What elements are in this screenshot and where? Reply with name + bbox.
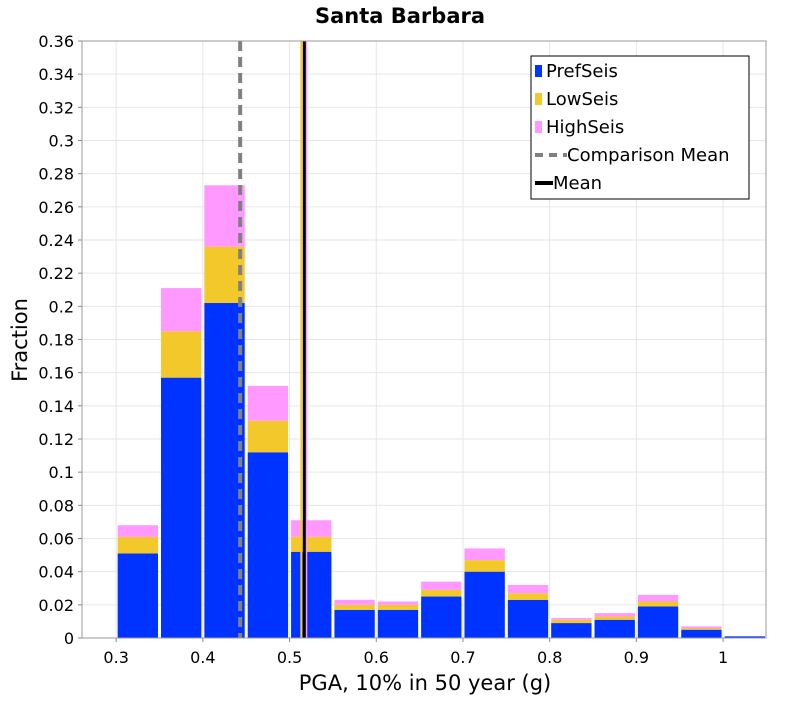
x-tick-label: 0.9 (624, 648, 649, 667)
plot-border (81, 40, 767, 639)
bar-lowseis-2 (204, 246, 245, 304)
x-axis-label: PGA, 10% in 50 year (g) (299, 671, 551, 695)
bar-highseis-2 (204, 185, 245, 247)
y-tick-label: 0.14 (38, 397, 74, 416)
bar-lowseis-5 (334, 604, 375, 610)
y-tick-label: 0.04 (38, 563, 74, 582)
bar-prefseis-1 (161, 377, 202, 638)
x-tick-label: 0.8 (537, 648, 562, 667)
legend: PrefSeis LowSeis HighSeis Comparison Mean Me… (530, 55, 750, 200)
bar-prefseis-7 (421, 596, 462, 638)
bar-highseis-12 (637, 594, 679, 602)
bar-highseis-9 (507, 584, 549, 594)
y-tick-label: 0.16 (38, 364, 74, 383)
bar-lowseis-11 (594, 616, 635, 620)
y-tick-label: 0.32 (38, 98, 74, 117)
y-tick-label: 0.3 (49, 132, 74, 151)
bar-lowseis-1 (161, 331, 202, 378)
y-tick-label: 0.06 (38, 530, 74, 549)
y-tick-label: 0.18 (38, 331, 74, 350)
bar-lowseis-13 (681, 628, 722, 630)
x-tick-label: 0.4 (190, 648, 215, 667)
x-tick-label: 0.6 (364, 648, 389, 667)
y-tick-label: 0.24 (38, 231, 74, 250)
bar-highseis-6 (377, 601, 419, 605)
legend-label-comparison-mean: Comparison Mean (567, 145, 730, 166)
y-axis-label: Fraction (8, 298, 32, 382)
x-tick-label: 0.7 (450, 648, 475, 667)
legend-label-highseis: HighSeis (546, 117, 624, 138)
y-tick-label: 0 (64, 629, 74, 648)
y-tick-label: 0.08 (38, 496, 74, 515)
bar-prefseis-11 (594, 619, 635, 638)
bar-prefseis-9 (507, 599, 549, 638)
bars-layer (117, 185, 765, 638)
bar-lowseis-0 (117, 536, 159, 554)
y-tick-label: 0.34 (38, 65, 74, 84)
x-tick-label: 0.5 (277, 648, 302, 667)
legend-swatch-highseis (535, 121, 542, 133)
bar-prefseis-8 (464, 571, 505, 638)
y-tick-label: 0.1 (49, 463, 74, 482)
bar-highseis-5 (334, 599, 375, 605)
x-tick-label: 1 (718, 648, 728, 667)
bar-prefseis-6 (377, 609, 419, 638)
bar-lowseis-3 (247, 420, 289, 453)
bar-lowseis-8 (464, 560, 505, 572)
legend-label-lowseis: LowSeis (546, 89, 618, 110)
bar-prefseis-14 (724, 636, 765, 638)
y-tick-label: 0.02 (38, 596, 74, 615)
x-tick-label: 0.3 (103, 648, 128, 667)
bar-lowseis-9 (507, 593, 549, 600)
bar-highseis-10 (551, 618, 592, 620)
bar-lowseis-12 (637, 601, 679, 607)
bar-prefseis-12 (637, 606, 679, 638)
y-tick-label: 0.2 (49, 297, 74, 316)
y-tick-label: 0.22 (38, 264, 74, 283)
bar-highseis-3 (247, 385, 289, 421)
bar-prefseis-3 (247, 452, 289, 638)
bar-highseis-13 (681, 626, 722, 629)
bar-highseis-7 (421, 581, 462, 590)
bar-prefseis-10 (551, 623, 592, 638)
bar-prefseis-4 (291, 551, 332, 638)
legend-swatch-prefseis (535, 65, 542, 77)
legend-label-prefseis: PrefSeis (546, 61, 618, 82)
bar-lowseis-7 (421, 589, 462, 597)
axes-layer: 0 0.02 0.04 0.06 0.08 0.1 0.12 0.14 0.16 0.18 0.2 0… (38, 32, 767, 667)
chart-title: Santa Barbara (315, 4, 485, 28)
bar-highseis-1 (161, 288, 202, 332)
legend-swatch-lowseis (535, 93, 542, 105)
bar-lowseis-4 (291, 536, 332, 552)
y-tick-label: 0.12 (38, 430, 74, 449)
bar-prefseis-5 (334, 609, 375, 638)
bar-lowseis-10 (551, 619, 592, 624)
bar-prefseis-0 (117, 553, 159, 638)
reference-lines-layer (238, 41, 308, 638)
y-tick-label: 0.36 (38, 32, 74, 51)
y-tick-label: 0.28 (38, 165, 74, 184)
y-tick-label: 0.26 (38, 198, 74, 217)
bar-highseis-4 (291, 520, 332, 537)
legend-label-mean: Mean (553, 173, 602, 194)
bar-highseis-11 (594, 613, 635, 617)
bar-prefseis-13 (681, 629, 722, 638)
bar-prefseis-2 (204, 303, 245, 638)
bar-highseis-8 (464, 548, 505, 561)
bar-lowseis-6 (377, 604, 419, 610)
bar-highseis-0 (117, 525, 159, 537)
legend-box (530, 55, 750, 200)
